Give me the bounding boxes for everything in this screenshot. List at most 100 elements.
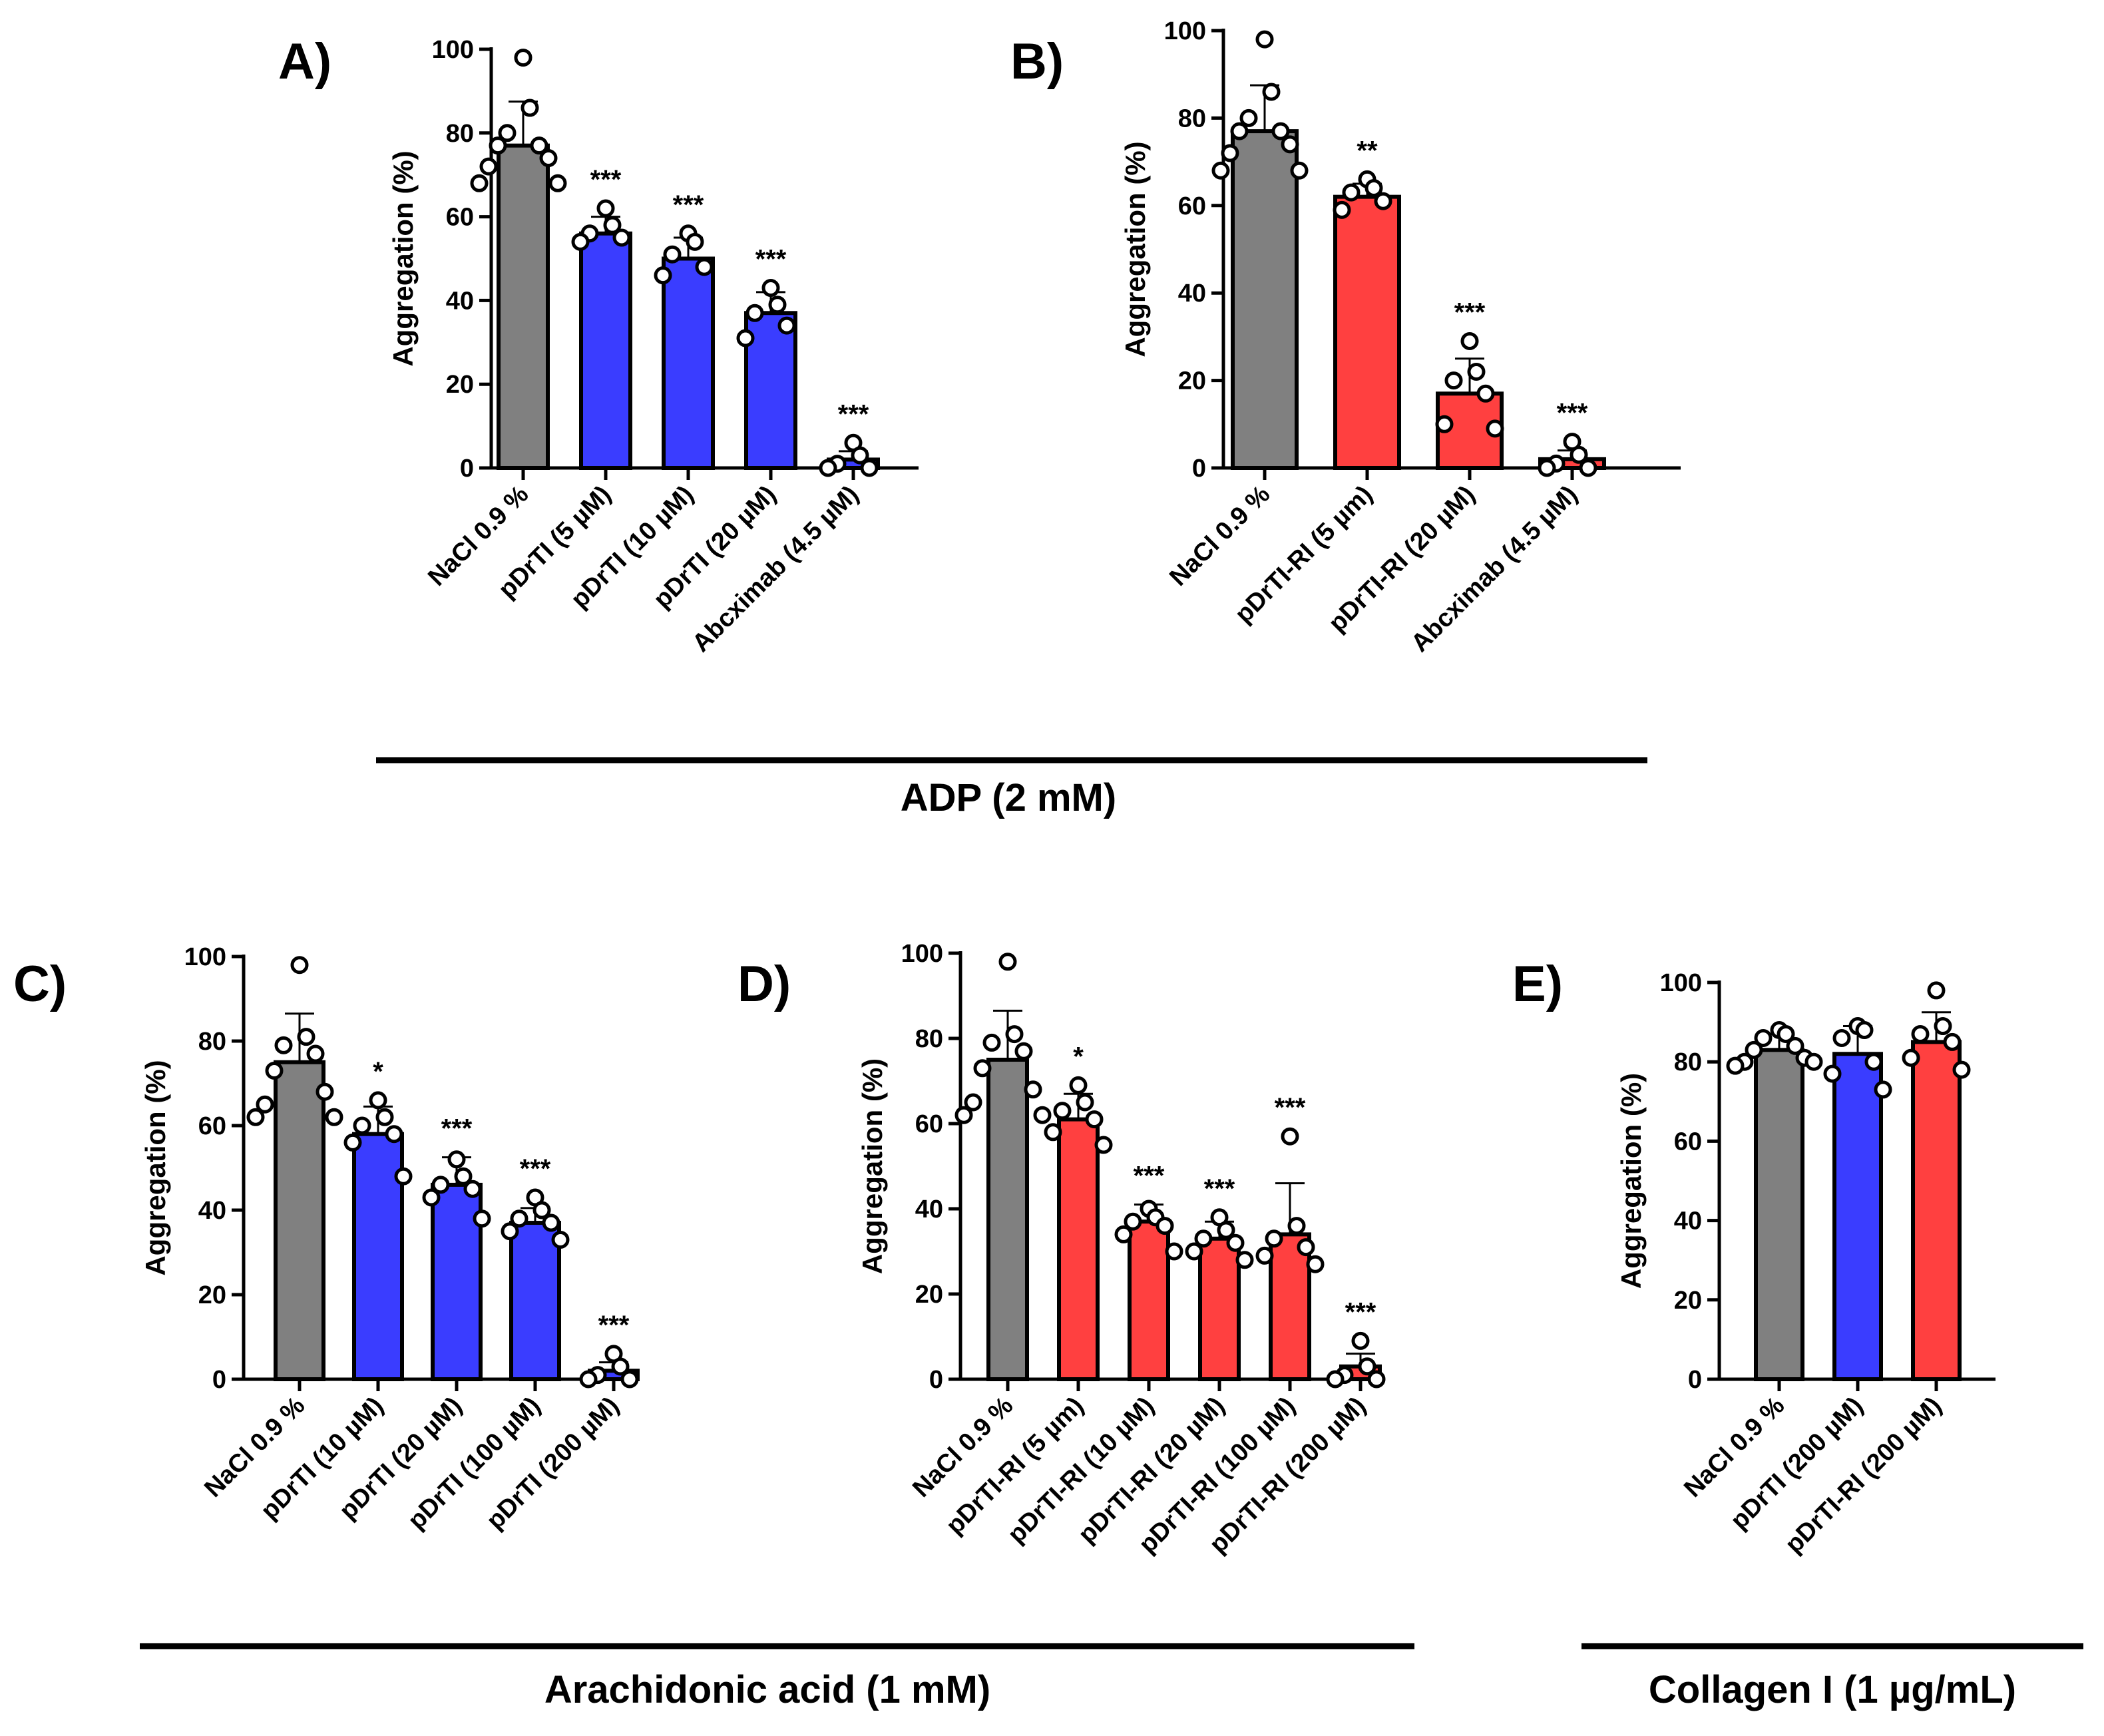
x-category-label: pDrTI (100 µM)	[403, 1392, 546, 1535]
data-point	[431, 1176, 450, 1194]
y-tick-label: 40	[1178, 280, 1206, 308]
data-point	[1185, 1242, 1203, 1261]
panel-label: C)	[13, 956, 67, 1012]
data-point	[1053, 1102, 1072, 1120]
data-point	[1823, 1064, 1842, 1083]
data-point	[736, 329, 755, 347]
significance-marker: *	[373, 1057, 383, 1086]
bar	[497, 143, 550, 470]
significance-marker: ***	[598, 1311, 630, 1340]
data-point	[343, 1133, 362, 1152]
data-point	[256, 1095, 274, 1114]
y-tick-label: 40	[915, 1195, 943, 1223]
bar	[1198, 1236, 1241, 1382]
y-tick-label: 40	[1674, 1207, 1702, 1235]
data-point	[265, 1061, 284, 1080]
data-point	[1306, 1255, 1325, 1273]
data-point	[542, 1213, 560, 1232]
data-point	[532, 1201, 551, 1219]
data-point	[1804, 1052, 1823, 1071]
data-point	[1342, 183, 1361, 202]
data-point	[1874, 1080, 1892, 1099]
y-tick-label: 60	[915, 1110, 943, 1138]
y-tick-label: 100	[901, 940, 943, 968]
y-tick-label: 0	[1688, 1366, 1702, 1394]
panel-label: D)	[737, 956, 791, 1012]
data-point	[375, 1108, 394, 1126]
data-point	[1476, 384, 1495, 403]
significance-marker: ***	[1454, 298, 1486, 327]
data-point	[514, 49, 532, 67]
data-point	[1911, 1024, 1930, 1043]
data-point	[1435, 415, 1454, 433]
data-point	[297, 1028, 316, 1046]
data-point	[1467, 362, 1486, 381]
data-point	[1221, 144, 1239, 162]
data-point	[1902, 1048, 1920, 1067]
y-tick-label: 80	[1178, 105, 1206, 132]
bar	[1754, 1048, 1804, 1381]
significance-marker: ***	[1345, 1297, 1376, 1327]
y-tick-label: 80	[198, 1028, 226, 1056]
data-point	[1281, 1127, 1299, 1146]
data-point	[510, 1209, 528, 1228]
data-point	[1005, 1025, 1024, 1044]
data-point	[695, 258, 714, 276]
data-point	[686, 232, 704, 251]
data-point	[1374, 192, 1392, 210]
data-point	[1230, 122, 1249, 140]
data-point	[579, 1370, 598, 1389]
significance-marker: ***	[441, 1114, 473, 1144]
panel-label: A)	[278, 33, 331, 90]
significance-marker: ***	[673, 190, 704, 220]
data-point	[447, 1150, 466, 1169]
y-tick-label: 20	[198, 1281, 226, 1309]
y-tick-label: 60	[446, 204, 474, 232]
data-point	[620, 1370, 639, 1389]
significance-marker: ***	[838, 399, 869, 429]
data-point	[501, 1222, 519, 1241]
x-category-label: NaCl 0.9 %	[1164, 481, 1275, 592]
y-axis-title: Aggregation (%)	[387, 150, 419, 366]
y-tick-label: 80	[915, 1025, 943, 1053]
significance-marker: ***	[520, 1154, 551, 1184]
data-point	[1570, 445, 1588, 464]
x-category-label: pDrTI (200 µM)	[481, 1392, 624, 1535]
y-tick-label: 20	[446, 371, 474, 399]
data-point	[498, 124, 517, 142]
data-point	[1094, 1136, 1113, 1154]
data-point	[1358, 1357, 1376, 1376]
data-point	[964, 1093, 982, 1112]
data-point	[316, 1082, 334, 1101]
data-point	[596, 199, 615, 218]
y-tick-label: 0	[460, 455, 474, 483]
y-tick-label: 100	[184, 943, 226, 971]
data-point	[1156, 1217, 1174, 1235]
data-point	[571, 232, 590, 251]
data-point	[1024, 1080, 1042, 1099]
data-point	[274, 1036, 293, 1054]
bar	[274, 1060, 325, 1381]
data-point	[611, 1357, 630, 1376]
y-tick-label: 100	[1660, 969, 1702, 997]
bar	[986, 1058, 1029, 1381]
data-point	[1579, 459, 1597, 477]
data-point	[973, 1059, 992, 1078]
y-axis-title: Aggregation (%)	[1120, 141, 1151, 357]
significance-marker: *	[1073, 1042, 1084, 1071]
data-point	[1124, 1212, 1142, 1231]
data-point	[663, 245, 682, 264]
y-tick-label: 0	[212, 1366, 226, 1394]
significance-marker: ***	[1134, 1162, 1165, 1191]
y-tick-label: 100	[1164, 17, 1206, 45]
significance-marker: **	[1357, 136, 1378, 165]
data-point	[1194, 1229, 1213, 1248]
data-point	[463, 1180, 482, 1198]
data-point	[1444, 371, 1463, 390]
data-point	[851, 446, 869, 465]
data-point	[246, 1108, 265, 1126]
data-point	[1271, 122, 1290, 140]
